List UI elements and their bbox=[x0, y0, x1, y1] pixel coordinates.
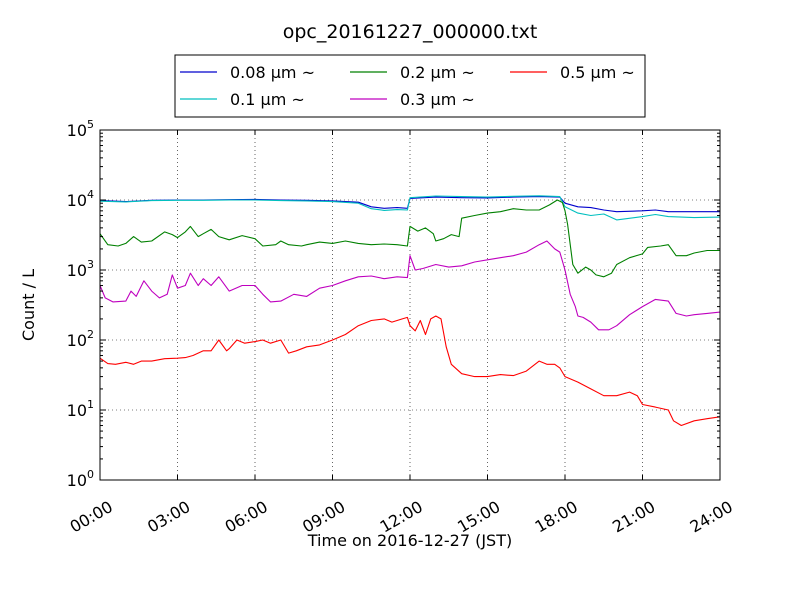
legend-label: 0.2 μm ~ bbox=[400, 63, 475, 82]
y-tick-label: 105 bbox=[67, 118, 94, 140]
y-axis-label: Count / L bbox=[19, 269, 38, 341]
series-line-5 bbox=[99, 315, 721, 427]
legend-label: 0.3 μm ~ bbox=[400, 90, 475, 109]
y-tick-label: 101 bbox=[67, 398, 94, 420]
x-tick-label: 00:00 bbox=[67, 497, 116, 537]
legend-box bbox=[174, 54, 646, 118]
y-tick-label: 103 bbox=[67, 258, 94, 280]
series-line-3 bbox=[99, 199, 720, 278]
series-line-2 bbox=[99, 195, 721, 221]
legend-label: 0.5 μm ~ bbox=[560, 63, 635, 82]
x-tick-label: 24:00 bbox=[687, 497, 736, 537]
x-tick-label: 21:00 bbox=[609, 497, 658, 537]
series-line-4 bbox=[99, 240, 721, 331]
legend-label: 0.1 μm ~ bbox=[230, 90, 305, 109]
series-layer bbox=[99, 195, 721, 427]
x-axis-label: Time on 2016-12-27 (JST) bbox=[307, 531, 512, 550]
x-tick-label: 18:00 bbox=[532, 497, 581, 537]
legend: 0.08 μm ~ 0.1 μm ~ 0.2 μm ~ 0.3 μm ~ 0.5 μm … bbox=[174, 54, 646, 118]
grid bbox=[100, 130, 720, 480]
chart-title: opc_20161227_000000.txt bbox=[283, 21, 538, 43]
y-tick-label: 104 bbox=[67, 188, 94, 210]
y-tick-label: 100 bbox=[67, 468, 94, 490]
x-tick-label: 06:00 bbox=[222, 497, 271, 537]
legend-label: 0.08 μm ~ bbox=[230, 63, 315, 82]
x-tick-label: 03:00 bbox=[144, 497, 193, 537]
y-tick-label: 102 bbox=[67, 328, 94, 350]
plot-area bbox=[100, 130, 720, 480]
